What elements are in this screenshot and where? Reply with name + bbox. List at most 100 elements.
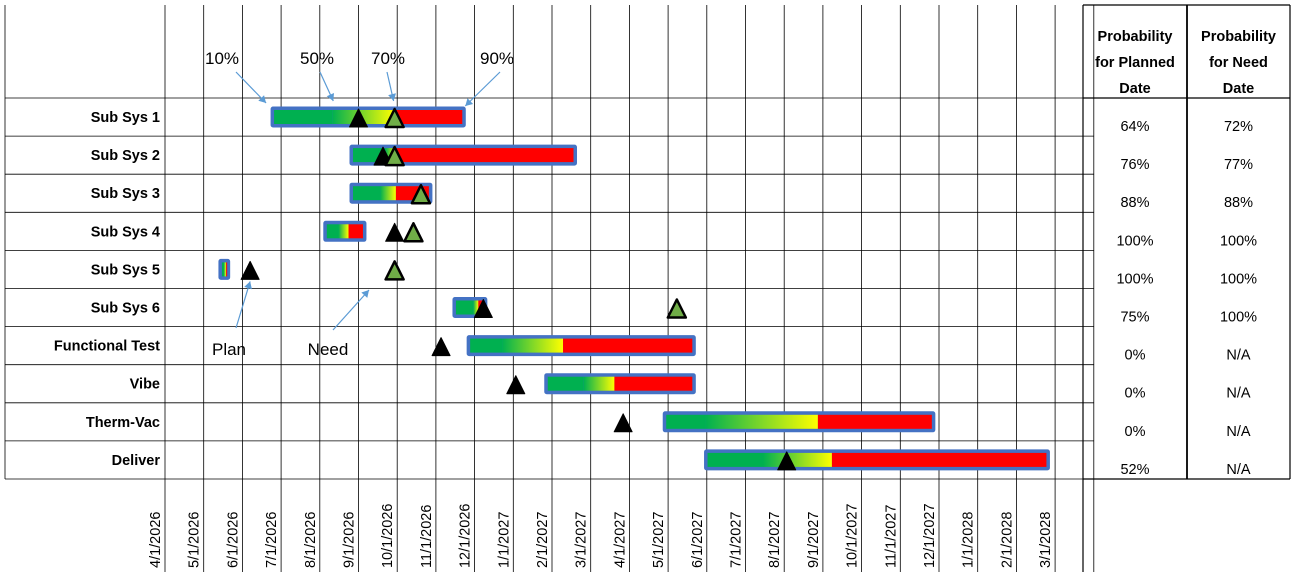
bar-segment-70-90	[563, 338, 693, 353]
x-tick-label: 1/1/2027	[496, 512, 512, 568]
need-marker	[410, 183, 432, 205]
bar-segment-10-50	[455, 300, 474, 315]
bar-segment-10-50	[707, 452, 763, 467]
x-tick-label: 10/1/2027	[845, 503, 861, 568]
row-label: Vibe	[130, 377, 160, 393]
prob-planned-cell: 100%	[1116, 271, 1153, 287]
prob-planned-cell: 88%	[1120, 195, 1149, 211]
x-tick-label: 3/1/2027	[574, 512, 590, 568]
bar-segment-50-70	[473, 300, 479, 315]
need-marker	[666, 298, 688, 319]
percentile-label: 10%	[205, 49, 239, 68]
row-labels: Sub Sys 1 Sub Sys 2 Sub Sys 3 Sub Sys 4 Sub …	[54, 110, 160, 469]
arrow-plan-head	[244, 281, 252, 290]
need-marker	[384, 260, 405, 281]
prob-need-cell: N/A	[1226, 424, 1251, 440]
row-label: Deliver	[112, 453, 161, 469]
x-tick-label: 8/1/2026	[303, 512, 319, 568]
plan-marker	[777, 451, 797, 471]
x-tick-label: 5/1/2027	[651, 512, 667, 568]
x-tick-label: 5/1/2026	[187, 512, 203, 568]
bar-segment-50-70	[583, 376, 615, 391]
x-tick-label: 2/1/2028	[999, 512, 1015, 568]
bar-segment-70-90	[831, 452, 1047, 467]
table-header-line: for Planned	[1095, 55, 1175, 71]
x-axis-ticks: 4/1/2026 5/1/2026 6/1/2026 7/1/2026 8/1/2026…	[148, 503, 1054, 568]
arrow-70-head	[388, 93, 396, 101]
bar-segment-70-90	[817, 414, 932, 429]
bar-segment-50-70	[502, 338, 564, 353]
prob-planned-cell: 75%	[1120, 310, 1149, 326]
percentile-label: 50%	[300, 49, 334, 68]
x-tick-label: 6/1/2026	[225, 512, 241, 568]
x-tick-label: 4/1/2027	[612, 512, 628, 568]
percentile-label: 70%	[371, 49, 405, 68]
x-tick-label: 1/1/2028	[961, 512, 977, 568]
bar-segment-50-70	[380, 186, 396, 201]
bar-segment-70-90	[395, 148, 574, 163]
prob-need-cell: 100%	[1220, 271, 1257, 287]
bar-segment-10-50	[666, 414, 706, 429]
x-tick-label: 11/1/2026	[419, 505, 435, 568]
arrow-50-head	[326, 92, 335, 101]
arrow-plan	[235, 281, 251, 329]
bar-segment-10-50	[326, 224, 339, 239]
x-tick-label: 12/1/2027	[922, 503, 938, 568]
bar-segment-50-70	[705, 414, 818, 429]
plan-marker	[431, 337, 451, 357]
x-tick-label: 7/1/2026	[264, 512, 280, 568]
row-label: Functional Test	[54, 339, 160, 355]
row-label: Sub Sys 6	[91, 301, 160, 317]
prob-need-cell: N/A	[1226, 386, 1251, 402]
markers	[240, 107, 797, 471]
prob-need-cell: 77%	[1224, 157, 1253, 173]
row-label: Sub Sys 5	[91, 262, 160, 278]
prob-planned-cell: 64%	[1120, 119, 1149, 135]
arrow-need	[332, 289, 370, 331]
x-tick-label: 11/1/2027	[883, 505, 899, 568]
annotations: 10% 50% 70% 90% Plan Need	[205, 49, 514, 359]
prob-planned-cell: 52%	[1120, 462, 1149, 478]
arrow-90	[464, 71, 501, 107]
bar-segment-10-50	[470, 338, 503, 353]
row-label: Sub Sys 4	[91, 224, 160, 240]
prob-planned-cell: 0%	[1125, 386, 1146, 402]
arrow-need-head	[361, 290, 369, 298]
plan-marker	[349, 108, 368, 128]
arrow-90-head	[465, 98, 474, 106]
plan-marker	[473, 299, 493, 318]
table-header-line: Date	[1223, 81, 1254, 97]
bar-segment-50-70	[762, 452, 832, 467]
plan-marker	[506, 375, 526, 395]
row-label: Sub Sys 3	[91, 186, 160, 202]
plan-marker	[385, 222, 405, 242]
prob-planned-cell: 76%	[1120, 157, 1149, 173]
x-tick-label: 9/1/2026	[342, 512, 358, 568]
table-header-line: Probability	[1201, 29, 1276, 45]
bar-segment-70-90	[226, 262, 228, 277]
prob-planned-cell: 0%	[1125, 348, 1146, 364]
table-header-line: Date	[1119, 81, 1150, 97]
table-header-line: Probability	[1098, 29, 1173, 45]
bar-segment-10-50	[547, 376, 584, 391]
need-marker	[384, 107, 405, 129]
row-label: Therm-Vac	[86, 415, 160, 431]
bars	[218, 106, 1050, 471]
need-marker	[403, 222, 424, 243]
x-tick-label: 10/1/2026	[380, 503, 396, 568]
prob-need-cell: N/A	[1226, 462, 1251, 478]
x-tick-label: 9/1/2027	[806, 512, 822, 568]
bar-segment-70-90	[348, 224, 363, 239]
prob-need-cell: 88%	[1224, 195, 1253, 211]
bar-segment-70-90	[394, 110, 463, 124]
x-tick-label: 3/1/2028	[1038, 512, 1054, 568]
grid	[4, 5, 1095, 572]
bar-segment-50-70	[332, 110, 395, 124]
bar-segment-50-70	[338, 224, 349, 239]
prob-need-cell: 100%	[1220, 310, 1257, 326]
row-label: Sub Sys 1	[91, 110, 160, 126]
x-tick-label: 8/1/2027	[767, 512, 783, 568]
need-label: Need	[308, 340, 349, 359]
bar-segment-50-70	[223, 262, 227, 277]
